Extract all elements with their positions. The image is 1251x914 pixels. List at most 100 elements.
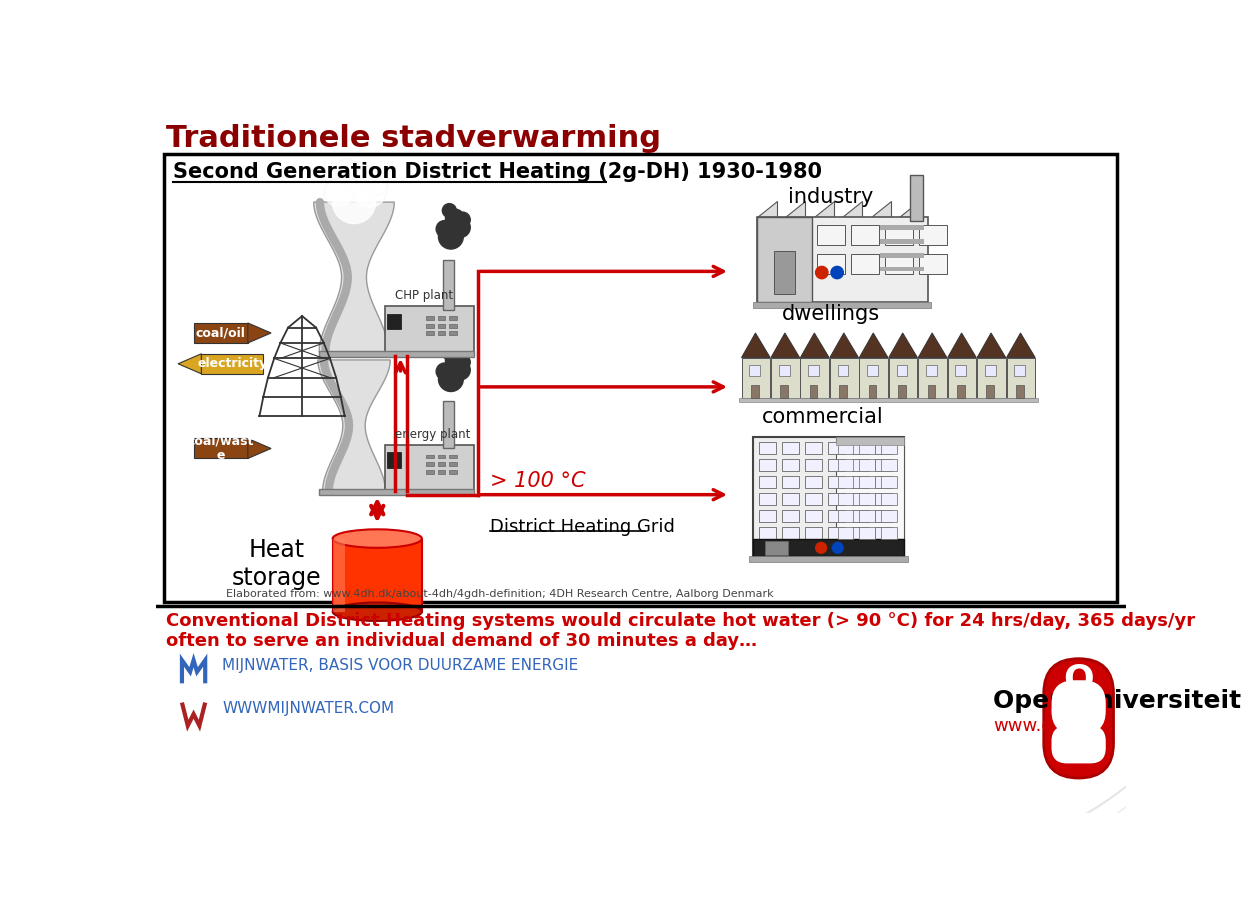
Bar: [443, 400, 454, 449]
Bar: [806, 494, 822, 505]
Bar: [751, 386, 758, 398]
Bar: [758, 510, 776, 522]
Bar: [1007, 357, 1036, 398]
Text: U: U: [1063, 705, 1093, 739]
Bar: [449, 470, 457, 473]
Bar: [808, 366, 819, 376]
Bar: [879, 239, 924, 244]
Bar: [838, 527, 853, 538]
Bar: [879, 267, 924, 271]
Polygon shape: [742, 333, 771, 357]
Bar: [757, 218, 812, 303]
Text: electricity: electricity: [198, 357, 268, 370]
Polygon shape: [948, 333, 976, 357]
Polygon shape: [786, 200, 806, 218]
Circle shape: [450, 218, 470, 238]
Bar: [817, 225, 844, 245]
Bar: [438, 316, 445, 320]
Bar: [438, 332, 445, 335]
Bar: [753, 539, 904, 557]
Bar: [839, 386, 847, 398]
Bar: [836, 437, 904, 444]
Bar: [385, 444, 474, 491]
Bar: [851, 254, 878, 274]
Polygon shape: [918, 333, 947, 357]
Ellipse shape: [333, 602, 422, 621]
Text: > 100 °C: > 100 °C: [489, 471, 585, 491]
Text: CHP plant: CHP plant: [395, 289, 453, 303]
Bar: [859, 442, 874, 454]
Bar: [194, 323, 248, 343]
Polygon shape: [829, 333, 858, 357]
Bar: [387, 314, 400, 329]
Circle shape: [335, 159, 357, 181]
Bar: [881, 442, 897, 454]
Text: dwellings: dwellings: [782, 303, 879, 324]
Bar: [838, 510, 853, 522]
Bar: [753, 303, 932, 308]
Bar: [879, 253, 924, 258]
Bar: [806, 527, 822, 538]
Text: Traditionele stadverwarming: Traditionele stadverwarming: [165, 123, 661, 153]
Bar: [838, 442, 853, 454]
Bar: [764, 541, 788, 555]
Bar: [449, 462, 457, 466]
Bar: [919, 254, 947, 274]
Bar: [749, 557, 908, 562]
Circle shape: [443, 346, 457, 360]
Bar: [758, 527, 776, 538]
Bar: [333, 538, 345, 611]
Polygon shape: [801, 333, 829, 357]
Bar: [874, 494, 892, 505]
Text: coal/oil: coal/oil: [195, 326, 245, 339]
Bar: [859, 494, 874, 505]
Circle shape: [437, 220, 453, 238]
Polygon shape: [814, 200, 833, 218]
Polygon shape: [757, 200, 777, 218]
Bar: [817, 254, 844, 274]
Bar: [919, 225, 947, 245]
Polygon shape: [859, 333, 888, 357]
Bar: [739, 398, 1038, 402]
Bar: [828, 442, 846, 454]
Bar: [927, 386, 936, 398]
Text: energy plant: energy plant: [395, 428, 470, 441]
Bar: [438, 454, 445, 459]
Circle shape: [445, 352, 464, 370]
Bar: [868, 386, 877, 398]
Ellipse shape: [333, 529, 422, 547]
Polygon shape: [871, 200, 891, 218]
Circle shape: [333, 181, 375, 224]
Bar: [194, 439, 248, 459]
Bar: [427, 324, 434, 327]
Bar: [926, 366, 937, 376]
Bar: [449, 454, 457, 459]
Bar: [782, 476, 799, 488]
Polygon shape: [318, 360, 390, 491]
Bar: [911, 175, 923, 221]
Bar: [782, 510, 799, 522]
Text: Heat
storage: Heat storage: [231, 538, 322, 590]
Bar: [881, 459, 897, 471]
Bar: [438, 470, 445, 473]
Bar: [427, 454, 434, 459]
Text: Open Universiteit: Open Universiteit: [993, 689, 1241, 713]
Bar: [782, 494, 799, 505]
Bar: [319, 489, 474, 495]
Polygon shape: [842, 200, 862, 218]
Text: Elaborated from: www.4dh.dk/about-4dh/4gdh-definition; 4DH Research Centre, Aalb: Elaborated from: www.4dh.dk/about-4dh/4g…: [226, 589, 774, 599]
Bar: [859, 510, 874, 522]
Bar: [806, 459, 822, 471]
Bar: [771, 357, 799, 398]
Bar: [758, 494, 776, 505]
Circle shape: [353, 174, 387, 207]
Bar: [333, 538, 422, 611]
Circle shape: [832, 542, 843, 553]
Circle shape: [816, 266, 828, 279]
Bar: [387, 452, 400, 468]
Bar: [438, 324, 445, 327]
Bar: [758, 442, 776, 454]
Bar: [782, 527, 799, 538]
Bar: [881, 476, 897, 488]
Bar: [852, 459, 868, 471]
